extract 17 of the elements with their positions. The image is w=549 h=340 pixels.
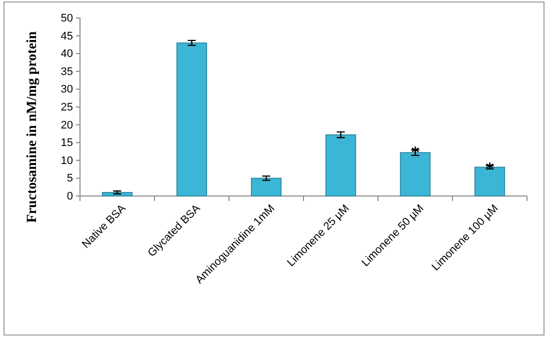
y-tick-label: 40 [60,48,73,60]
bar [400,152,431,196]
y-tick-label: 35 [60,66,73,78]
y-tick-label: 5 [66,172,73,185]
y-tick-label: 30 [60,84,73,96]
y-tick-label: 0 [66,190,73,203]
y-tick-label: 20 [60,119,73,132]
y-tick-label: 50 [60,12,73,25]
y-tick-label: 15 [60,137,73,150]
y-tick-label: 10 [60,154,73,167]
bar [325,134,356,196]
y-axis-title: Fructosamine in nM/mg protein [25,31,40,223]
bar [250,178,282,196]
y-tick-label: 25 [60,102,73,114]
bar [176,42,208,196]
bar [474,166,506,196]
y-tick-label: 45 [60,30,73,42]
